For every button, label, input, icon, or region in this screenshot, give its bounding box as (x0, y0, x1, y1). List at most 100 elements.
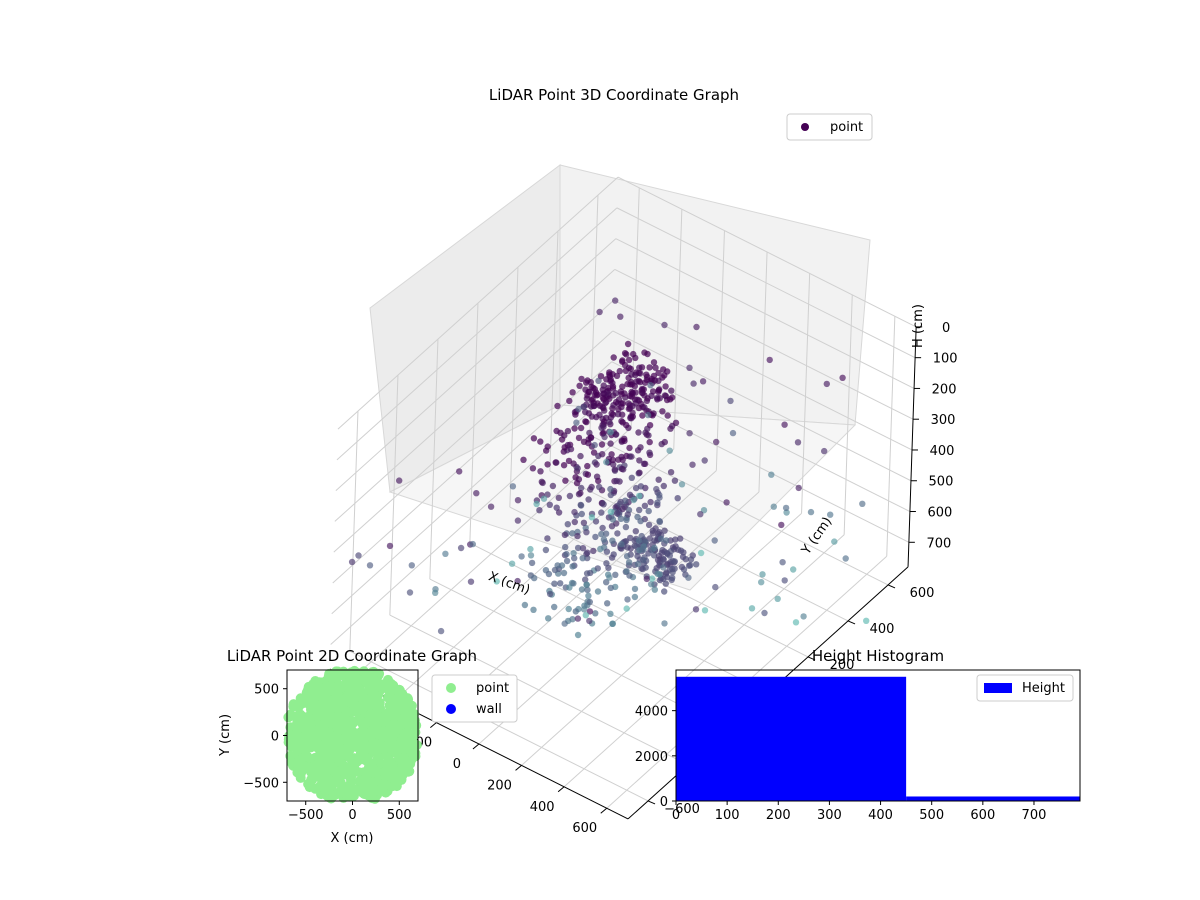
point-3d (529, 465, 537, 472)
point-3d (678, 563, 686, 571)
point-3d (625, 356, 633, 364)
point-3d (538, 478, 545, 485)
point-3d (572, 411, 579, 418)
point-3d (386, 542, 394, 550)
point-3d (612, 571, 619, 578)
legend-histogram-frame (976, 674, 1074, 702)
point-3d (574, 615, 582, 622)
point-3d (631, 585, 639, 593)
x-tick-label-hist: 700 (1022, 808, 1047, 823)
x-tick (557, 786, 565, 793)
y-tick-label-2d: −500 (243, 776, 279, 791)
point-3d (582, 612, 589, 619)
point-3d (666, 447, 673, 454)
point-3d (661, 321, 668, 329)
point-3d (594, 588, 602, 595)
point-3d (630, 350, 637, 358)
grid-line (349, 411, 359, 652)
point-3d (584, 549, 591, 556)
point-3d (574, 544, 582, 552)
grid-line (549, 231, 559, 472)
point-3d (778, 521, 785, 529)
z-tick-label: 400 (930, 444, 955, 459)
point-3d (564, 521, 571, 528)
point-3d (545, 615, 552, 622)
point-3d (601, 433, 608, 441)
grid-line (509, 267, 519, 508)
point-3d (656, 517, 663, 525)
grid-line (331, 361, 613, 615)
title-2d: LiDAR Point 2D Coordinate Graph (227, 647, 477, 665)
point-2d (326, 718, 337, 729)
point-3d (640, 556, 647, 564)
point-2d (364, 714, 375, 725)
point-3d (563, 550, 570, 558)
point-3d (623, 452, 630, 460)
point-3d (593, 413, 600, 421)
point-3d (396, 477, 403, 484)
point-3d (689, 461, 696, 468)
point-3d (686, 430, 693, 437)
point-3d (623, 351, 630, 358)
point-3d (748, 605, 756, 612)
point-3d (661, 588, 668, 595)
point-3d (536, 507, 543, 514)
x-tick-label: 600 (572, 821, 597, 836)
point-3d (635, 429, 642, 436)
point-3d (596, 308, 603, 316)
x-tick (600, 807, 608, 814)
legend-2d-point-label: point (476, 681, 509, 696)
grid-line (673, 209, 683, 450)
point-3d (561, 620, 568, 627)
point-3d (585, 592, 592, 599)
title-histogram: Height Histogram (812, 647, 944, 665)
point-3d (583, 379, 590, 386)
grid-line (334, 269, 616, 522)
point-3d (609, 537, 616, 544)
legend-histogram-swatch (984, 683, 1012, 693)
grid-line (349, 650, 649, 802)
point-3d (612, 297, 619, 304)
point-3d (585, 496, 592, 503)
point-3d (530, 435, 538, 442)
point-3d (509, 483, 517, 490)
grid-line (333, 299, 615, 553)
point-3d (606, 574, 613, 581)
point-3d (701, 457, 708, 464)
y-tick-label: 600 (910, 586, 935, 601)
point-3d (549, 482, 557, 490)
point-3d (553, 504, 560, 511)
x-tick-label: 200 (487, 778, 512, 793)
point-2d (292, 733, 303, 744)
point-3d (669, 557, 676, 565)
x-tick (430, 722, 437, 728)
histogram-bar (906, 796, 1080, 801)
grid-line (715, 230, 725, 471)
point-3d (560, 462, 568, 469)
point-3d (821, 447, 828, 455)
legend-2d-wall-marker (446, 704, 456, 714)
point-2d (336, 682, 347, 693)
ylabel-2d: Y (cm) (218, 714, 233, 757)
point-2d (303, 779, 314, 789)
x-tick-label-hist: 0 (672, 808, 680, 823)
point-2d (373, 752, 384, 763)
point-2d (350, 741, 361, 752)
point-3d (634, 447, 642, 454)
ylabel-3d: Y (cm) (798, 514, 835, 558)
y-tick-label-hist: 4000 (635, 705, 668, 720)
point-3d (669, 574, 676, 581)
point-3d (636, 364, 643, 371)
point-3d (577, 452, 584, 460)
point-3d (587, 379, 594, 386)
point-2d (360, 728, 371, 739)
point-3d (674, 495, 681, 502)
point-3d (614, 530, 621, 537)
point-3d (572, 608, 579, 615)
point-3d (621, 437, 628, 445)
point-3d (625, 400, 632, 407)
point-3d (663, 537, 670, 544)
point-3d (827, 511, 834, 518)
point-3d (800, 613, 807, 620)
point-3d (563, 557, 571, 565)
